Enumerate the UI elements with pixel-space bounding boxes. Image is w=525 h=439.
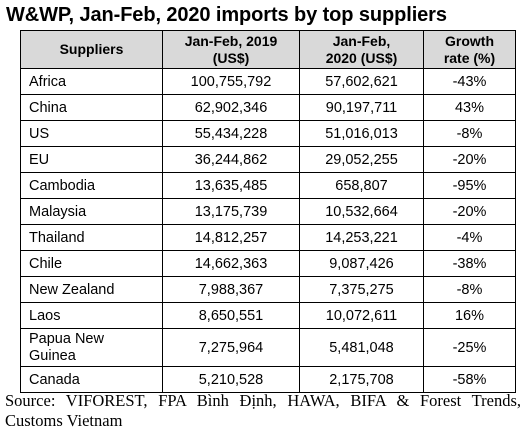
value-2020-cell: 51,016,013 [299, 120, 424, 147]
supplier-cell: China [20, 94, 163, 121]
value-2020-cell: 90,197,711 [299, 94, 424, 121]
supplier-cell: New Zealand [20, 276, 163, 303]
table-row: Chile 14,662,363 9,087,426 -38% [20, 250, 516, 277]
growth-cell: -25% [423, 328, 516, 367]
value-2020-cell: 658,807 [299, 172, 424, 199]
supplier-cell: US [20, 120, 163, 147]
supplier-cell: EU [20, 146, 163, 173]
growth-cell: 16% [423, 302, 516, 329]
value-2019-cell: 14,812,257 [162, 224, 300, 251]
value-2019-cell: 7,988,367 [162, 276, 300, 303]
value-2019-cell: 7,275,964 [162, 328, 300, 367]
value-2020-cell: 10,072,611 [299, 302, 424, 329]
table-row: EU 36,244,862 29,052,255 -20% [20, 146, 516, 173]
growth-cell: -95% [423, 172, 516, 199]
table-row: Thailand 14,812,257 14,253,221 -4% [20, 224, 516, 251]
table-row: China 62,902,346 90,197,711 43% [20, 94, 516, 121]
growth-cell: -8% [423, 276, 516, 303]
header-jan-feb-2020: Jan-Feb, 2020 (US$) [299, 30, 424, 69]
table-row: Malaysia 13,175,739 10,532,664 -20% [20, 198, 516, 225]
value-2019-cell: 62,902,346 [162, 94, 300, 121]
table-row: Africa 100,755,792 57,602,621 -43% [20, 68, 516, 95]
table-row: Laos 8,650,551 10,072,611 16% [20, 302, 516, 329]
table-row: Cambodia 13,635,485 658,807 -95% [20, 172, 516, 199]
value-2020-cell: 2,175,708 [299, 366, 424, 393]
value-2020-cell: 29,052,255 [299, 146, 424, 173]
value-2019-cell: 8,650,551 [162, 302, 300, 329]
table-header-row: Suppliers Jan-Feb, 2019 (US$) Jan-Feb, 202… [20, 30, 516, 69]
supplier-cell: Laos [20, 302, 163, 329]
growth-cell: -20% [423, 198, 516, 225]
value-2020-cell: 14,253,221 [299, 224, 424, 251]
growth-cell: 43% [423, 94, 516, 121]
value-2020-cell: 10,532,664 [299, 198, 424, 225]
growth-cell: -8% [423, 120, 516, 147]
table-row: US 55,434,228 51,016,013 -8% [20, 120, 516, 147]
source-note: Source: VIFOREST, FPA Bình Định, HAWA, B… [5, 391, 521, 430]
value-2020-cell: 5,481,048 [299, 328, 424, 367]
table-row: New Zealand 7,988,367 7,375,275 -8% [20, 276, 516, 303]
value-2019-cell: 100,755,792 [162, 68, 300, 95]
value-2019-cell: 13,175,739 [162, 198, 300, 225]
value-2019-cell: 36,244,862 [162, 146, 300, 173]
value-2019-cell: 55,434,228 [162, 120, 300, 147]
supplier-cell: Africa [20, 68, 163, 95]
header-growth-rate: Growth rate (%) [423, 30, 516, 69]
table-row: Canada 5,210,528 2,175,708 -58% [20, 366, 516, 393]
growth-cell: -4% [423, 224, 516, 251]
growth-cell: -58% [423, 366, 516, 393]
document-title: W&WP, Jan-Feb, 2020 imports by top suppl… [6, 4, 447, 26]
imports-table: Suppliers Jan-Feb, 2019 (US$) Jan-Feb, 202… [20, 30, 516, 393]
value-2019-cell: 13,635,485 [162, 172, 300, 199]
supplier-cell: Canada [20, 366, 163, 393]
value-2020-cell: 7,375,275 [299, 276, 424, 303]
header-suppliers: Suppliers [20, 30, 163, 69]
value-2020-cell: 57,602,621 [299, 68, 424, 95]
value-2019-cell: 5,210,528 [162, 366, 300, 393]
growth-cell: -43% [423, 68, 516, 95]
supplier-cell: Papua New Guinea [20, 328, 163, 367]
table-row: Papua New Guinea 7,275,964 5,481,048 -25% [20, 328, 516, 367]
supplier-cell: Chile [20, 250, 163, 277]
value-2019-cell: 14,662,363 [162, 250, 300, 277]
header-jan-feb-2019: Jan-Feb, 2019 (US$) [162, 30, 300, 69]
value-2020-cell: 9,087,426 [299, 250, 424, 277]
supplier-cell: Malaysia [20, 198, 163, 225]
supplier-cell: Thailand [20, 224, 163, 251]
growth-cell: -20% [423, 146, 516, 173]
growth-cell: -38% [423, 250, 516, 277]
supplier-cell: Cambodia [20, 172, 163, 199]
